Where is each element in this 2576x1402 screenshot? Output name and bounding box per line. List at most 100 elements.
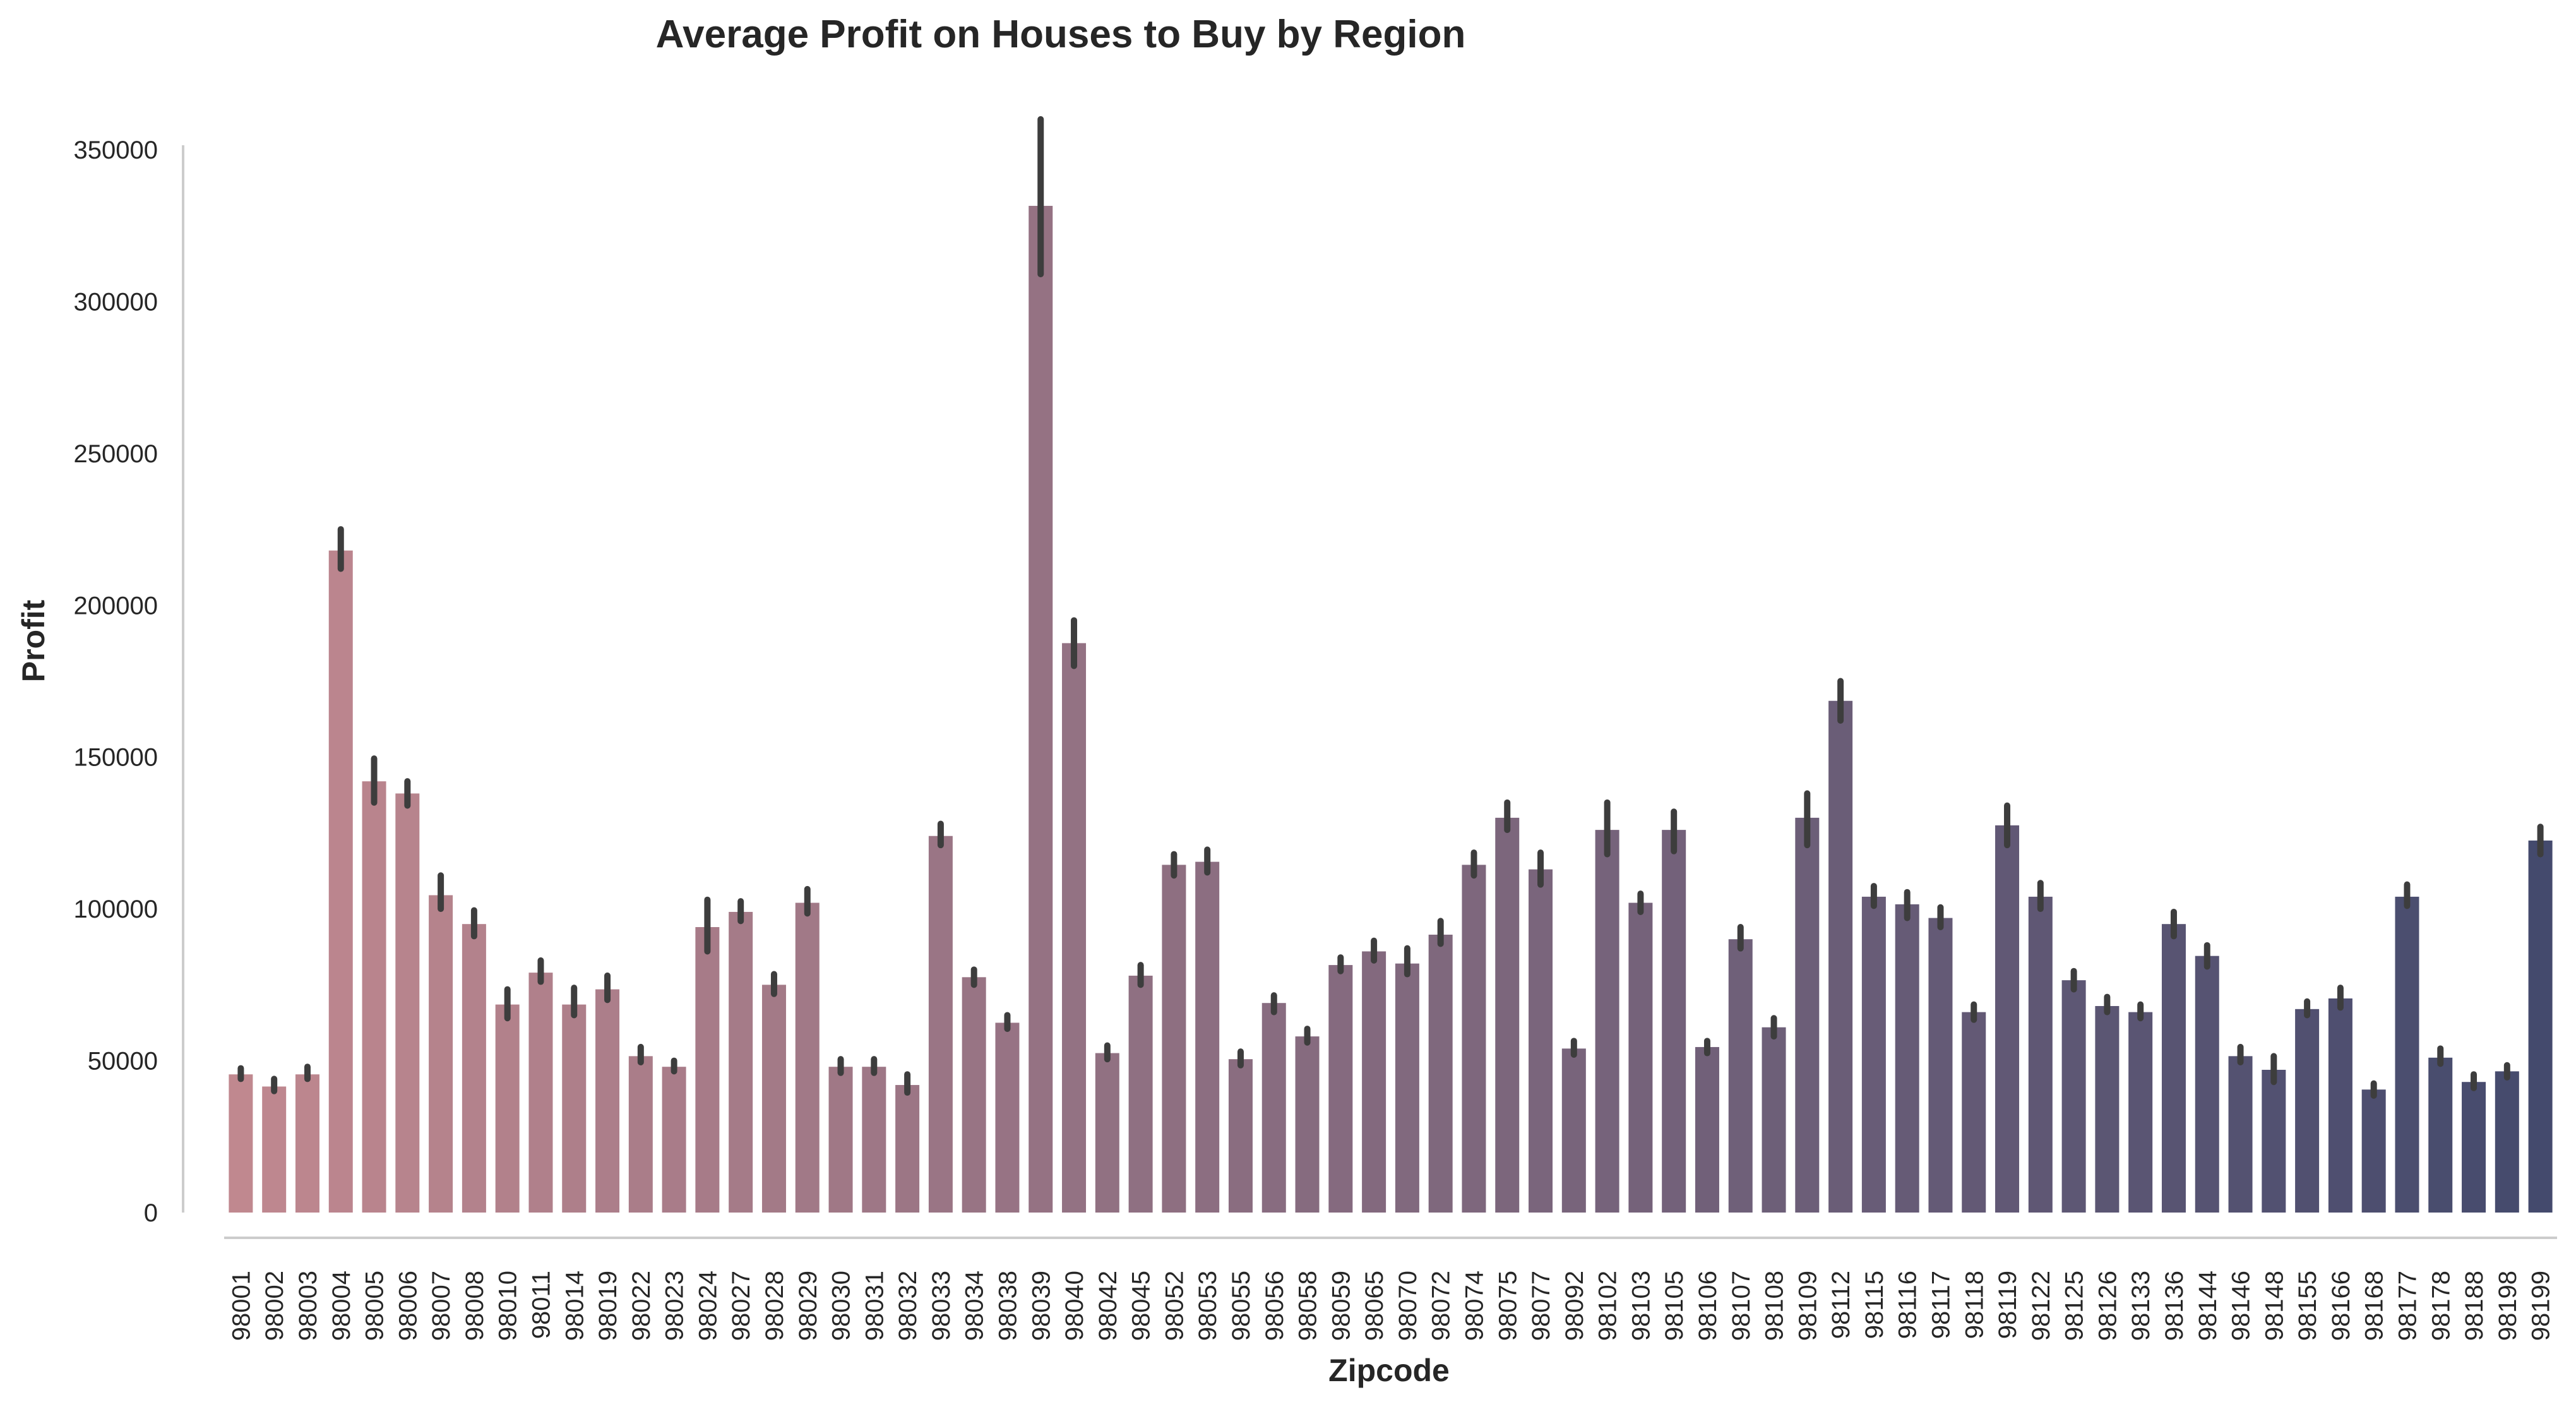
x-tick-label: 98199	[2527, 1271, 2555, 1341]
bar	[928, 836, 953, 1213]
x-tick-label: 98188	[2460, 1271, 2488, 1341]
bar	[1762, 1027, 1786, 1213]
bar	[1395, 963, 1419, 1213]
x-tick-label: 98023	[661, 1271, 689, 1341]
y-tick-label: 150000	[74, 744, 158, 772]
x-tick-label: 98019	[594, 1271, 622, 1341]
bar	[1462, 865, 1486, 1213]
bar	[429, 895, 453, 1213]
x-tick-label: 98177	[2394, 1271, 2421, 1341]
bar	[2128, 1012, 2153, 1213]
bars	[229, 205, 2553, 1213]
bar	[229, 1074, 253, 1213]
bar	[462, 924, 486, 1213]
x-tick-labels: 98001 98002 98003 98004 98005 98006 98007 98008…	[227, 1271, 2555, 1341]
x-tick-label: 98102	[1594, 1271, 1622, 1341]
x-tick-label: 98002	[261, 1271, 289, 1341]
x-tick-label: 98070	[1394, 1271, 1422, 1341]
y-tick-labels: 0 50000 100000 150000 200000 250000 300000 3500…	[74, 136, 158, 1227]
x-tick-label: 98022	[628, 1271, 655, 1341]
bar	[2061, 980, 2086, 1213]
bar	[1095, 1053, 1119, 1213]
x-tick-label: 98144	[2194, 1271, 2222, 1341]
bar	[1162, 865, 1186, 1213]
y-tick-label: 50000	[88, 1048, 158, 1075]
x-tick-label: 98007	[427, 1271, 455, 1341]
bar	[2095, 1006, 2120, 1213]
y-tick-label: 250000	[74, 440, 158, 468]
x-tick-label: 98053	[1194, 1271, 1222, 1341]
bar	[662, 1067, 686, 1213]
x-tick-label: 98028	[761, 1271, 789, 1341]
x-tick-label: 98032	[894, 1271, 922, 1341]
bar	[528, 973, 553, 1213]
x-tick-label: 98006	[394, 1271, 422, 1341]
bar	[1662, 830, 1686, 1213]
y-tick-label: 100000	[74, 896, 158, 923]
bar	[2361, 1089, 2386, 1213]
bar	[1995, 825, 2020, 1213]
x-tick-label: 98055	[1227, 1271, 1255, 1341]
x-tick-label: 98052	[1160, 1271, 1188, 1341]
x-tick-label: 98074	[1460, 1271, 1488, 1341]
x-tick-label: 98178	[2427, 1271, 2455, 1341]
x-tick-label: 98011	[527, 1271, 555, 1339]
x-tick-label: 98109	[1794, 1271, 1822, 1341]
x-tick-label: 98059	[1327, 1271, 1355, 1341]
bar	[1195, 861, 1220, 1213]
bar	[1328, 965, 1353, 1213]
x-tick-label: 98105	[1661, 1271, 1688, 1341]
bar	[1962, 1012, 1986, 1213]
bar	[1228, 1059, 1253, 1213]
bar	[895, 1085, 920, 1213]
x-tick-label: 98058	[1294, 1271, 1322, 1341]
bar	[828, 1067, 853, 1213]
x-tick-label: 98045	[1128, 1271, 1155, 1341]
error-bars	[237, 116, 2544, 1099]
x-tick-label: 98003	[294, 1271, 322, 1341]
bar	[628, 1056, 653, 1213]
y-tick-label: 200000	[74, 592, 158, 620]
bar	[2328, 998, 2352, 1213]
x-tick-label: 98038	[994, 1271, 1022, 1341]
bar	[1261, 1003, 1286, 1213]
x-tick-label: 98027	[727, 1271, 755, 1341]
bar	[1628, 902, 1653, 1213]
x-tick-label: 98118	[1960, 1271, 1988, 1339]
bar	[362, 781, 386, 1213]
x-tick-label: 98030	[828, 1271, 856, 1341]
bar	[1529, 869, 1553, 1213]
x-tick-label: 98126	[2094, 1271, 2121, 1341]
x-tick-label: 98108	[1761, 1271, 1789, 1341]
bar	[2295, 1009, 2320, 1213]
x-tick-label: 98014	[561, 1271, 588, 1341]
x-tick-label: 98010	[494, 1271, 522, 1341]
y-tick-label: 350000	[74, 136, 158, 164]
x-tick-label: 98125	[2061, 1271, 2089, 1341]
bar	[995, 1022, 1020, 1213]
bar	[562, 1004, 587, 1213]
x-tick-label: 98042	[1094, 1271, 1122, 1341]
x-tick-label: 98148	[2260, 1271, 2288, 1341]
x-tick-label: 98005	[361, 1271, 389, 1341]
bar	[2462, 1082, 2486, 1213]
y-tick-label: 0	[144, 1199, 158, 1227]
bar	[1029, 205, 1053, 1213]
x-tick-label: 98077	[1527, 1271, 1555, 1341]
chart-title: Average Profit on Houses to Buy by Regio…	[656, 13, 1466, 56]
x-tick-label: 98112	[1827, 1271, 1855, 1339]
bar	[2028, 896, 2053, 1213]
x-tick-label: 98133	[2127, 1271, 2155, 1341]
bar	[1595, 830, 1619, 1213]
bar	[2495, 1071, 2519, 1213]
x-tick-label: 98146	[2227, 1271, 2255, 1341]
x-tick-label: 98072	[1428, 1271, 1455, 1341]
bar	[1495, 817, 1520, 1213]
bar	[1695, 1046, 1719, 1213]
bar	[1928, 918, 1953, 1213]
bar	[1295, 1036, 1320, 1213]
x-tick-label: 98116	[1894, 1271, 1922, 1339]
x-tick-label: 98168	[2361, 1271, 2388, 1341]
bar	[1062, 643, 1087, 1213]
x-tick-label: 98029	[794, 1271, 822, 1341]
